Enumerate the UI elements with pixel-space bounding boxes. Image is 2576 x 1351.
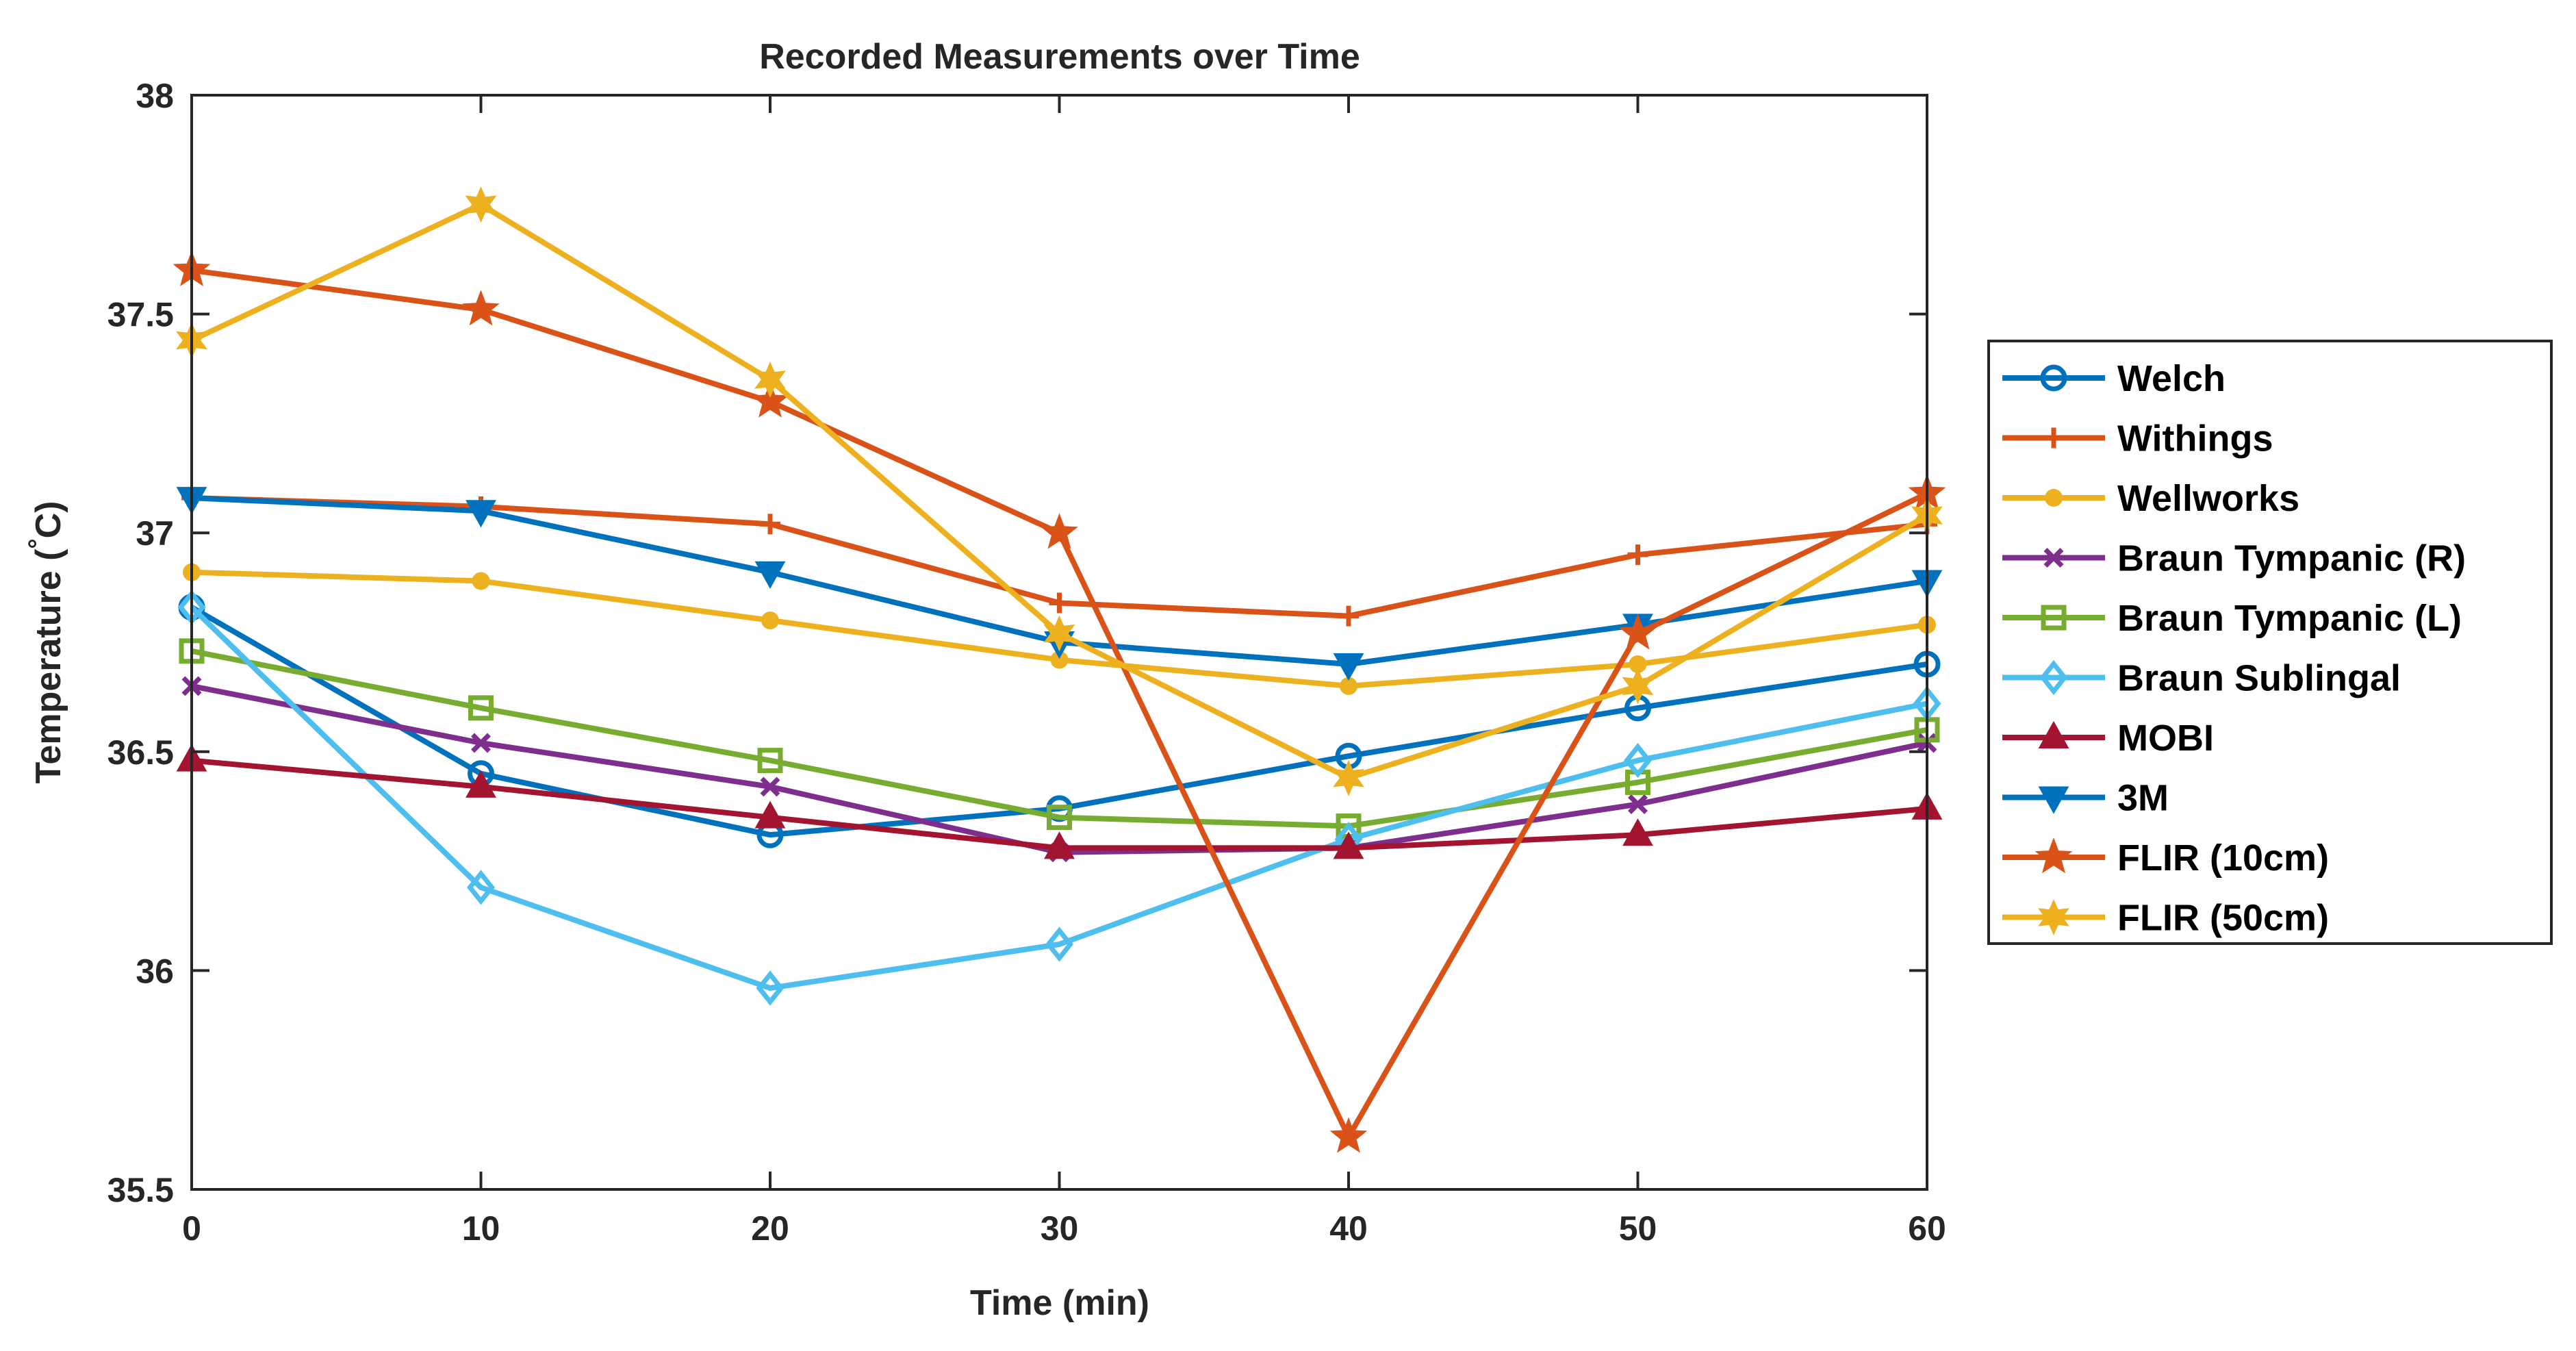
y-tick-label: 37: [136, 514, 174, 553]
x-tick-label: 40: [1329, 1209, 1368, 1248]
y-axis-label: Temperature (°C): [24, 501, 68, 784]
legend-marker: [2039, 659, 2068, 696]
data-point: [467, 870, 495, 905]
data-point: [760, 514, 780, 535]
data-point: [760, 776, 780, 797]
legend-entry: Welch: [2002, 358, 2226, 399]
data-point: [1045, 926, 1073, 962]
data-point: [465, 186, 497, 223]
legend-label: FLIR (10cm): [2117, 837, 2329, 879]
data-point: [1627, 544, 1648, 566]
legend-entry: 3M: [2002, 778, 2169, 819]
data-point: [1622, 818, 1653, 846]
data-point: [756, 970, 785, 1006]
data-point: [761, 611, 779, 630]
data-point: [1629, 655, 1647, 673]
y-axis-label-suffix: C): [29, 501, 68, 539]
x-axis-label: Time (min): [970, 1283, 1149, 1323]
data-point: [1333, 653, 1364, 681]
x-tick-label: 10: [462, 1209, 500, 1248]
y-tick-label: 36: [136, 952, 174, 990]
legend-marker: [2038, 720, 2069, 748]
x-tick-label: 50: [1619, 1209, 1657, 1248]
legend-marker: [2043, 427, 2064, 449]
y-tick-label: 38: [136, 77, 174, 115]
x-tick-label: 60: [1908, 1209, 1946, 1248]
legend-entry: Braun Tympanic (R): [2002, 538, 2466, 579]
data-point: [1329, 1117, 1368, 1153]
legend-marker: [2045, 489, 2063, 507]
legend-entry: Wellworks: [2002, 478, 2299, 519]
legend-label: Wellworks: [2117, 478, 2299, 519]
data-point: [1624, 742, 1652, 779]
legend-entry: FLIR (10cm): [2002, 837, 2329, 879]
legend-label: MOBI: [2117, 718, 2214, 759]
data-point: [1333, 759, 1364, 796]
series-wellworks: [183, 563, 1936, 695]
data-point: [1622, 668, 1654, 705]
data-point: [466, 770, 496, 798]
x-tick-label: 20: [751, 1209, 789, 1248]
legend-marker: [2038, 786, 2069, 814]
legend-label: FLIR (50cm): [2117, 898, 2329, 939]
x-tick-label: 30: [1041, 1209, 1079, 1248]
data-point: [1333, 831, 1364, 859]
legend-label: Welch: [2117, 358, 2226, 399]
legend-marker: [2038, 899, 2069, 935]
data-point: [1041, 513, 1078, 549]
data-point: [472, 572, 490, 590]
legend-entry: Braun Sublingal: [2002, 658, 2401, 699]
legend-entry: Withings: [2002, 418, 2273, 459]
data-point: [1340, 677, 1357, 695]
data-point: [1049, 592, 1070, 614]
data-point: [754, 800, 786, 829]
data-point: [1338, 605, 1359, 627]
legend-box: [1987, 340, 2553, 945]
data-point: [1050, 651, 1069, 669]
legend-label: 3M: [2117, 778, 2169, 819]
chart-title: Recorded Measurements over Time: [759, 37, 1360, 77]
y-tick-label: 36.5: [107, 733, 174, 772]
data-point: [751, 381, 789, 418]
legend-marker: [2035, 837, 2073, 874]
series-mobi: [176, 744, 1943, 859]
legend: Welch Withings Wellworks Braun Tympanic (R)…: [1987, 340, 2553, 945]
legend-marker: [2040, 364, 2067, 392]
legend-label: Braun Tympanic (L): [2117, 598, 2462, 639]
legend-marker: [2043, 548, 2064, 568]
data-point: [754, 561, 786, 589]
data-point: [471, 733, 491, 753]
legend-label: Withings: [2117, 418, 2273, 459]
y-axis-label-prefix: Temperature (: [29, 548, 68, 784]
data-point: [754, 362, 786, 398]
data-point: [1043, 615, 1075, 652]
series-line: [190, 605, 1928, 991]
y-tick-label: 37.5: [107, 296, 174, 334]
data-point: [1044, 831, 1075, 859]
y-axis-label-degree: °: [24, 538, 53, 548]
data-point: [757, 748, 783, 774]
legend-entry: Braun Tympanic (L): [2002, 598, 2462, 639]
series-line: [191, 648, 1928, 829]
data-point: [468, 695, 494, 721]
data-point: [1047, 805, 1072, 831]
data-point: [462, 290, 500, 326]
legend-entry: FLIR (50cm): [2002, 898, 2329, 939]
legend-label: Braun Tympanic (R): [2117, 538, 2466, 579]
x-tick-label: 0: [182, 1209, 201, 1248]
legend-entry: MOBI: [2002, 718, 2214, 759]
data-point: [1628, 794, 1648, 814]
data-point: [1619, 614, 1657, 650]
y-tick-label: 35.5: [107, 1171, 174, 1209]
series-line: [190, 201, 1929, 781]
legend-label: Braun Sublingal: [2117, 658, 2401, 699]
data-point: [466, 500, 496, 528]
legend-marker: [2041, 605, 2067, 631]
